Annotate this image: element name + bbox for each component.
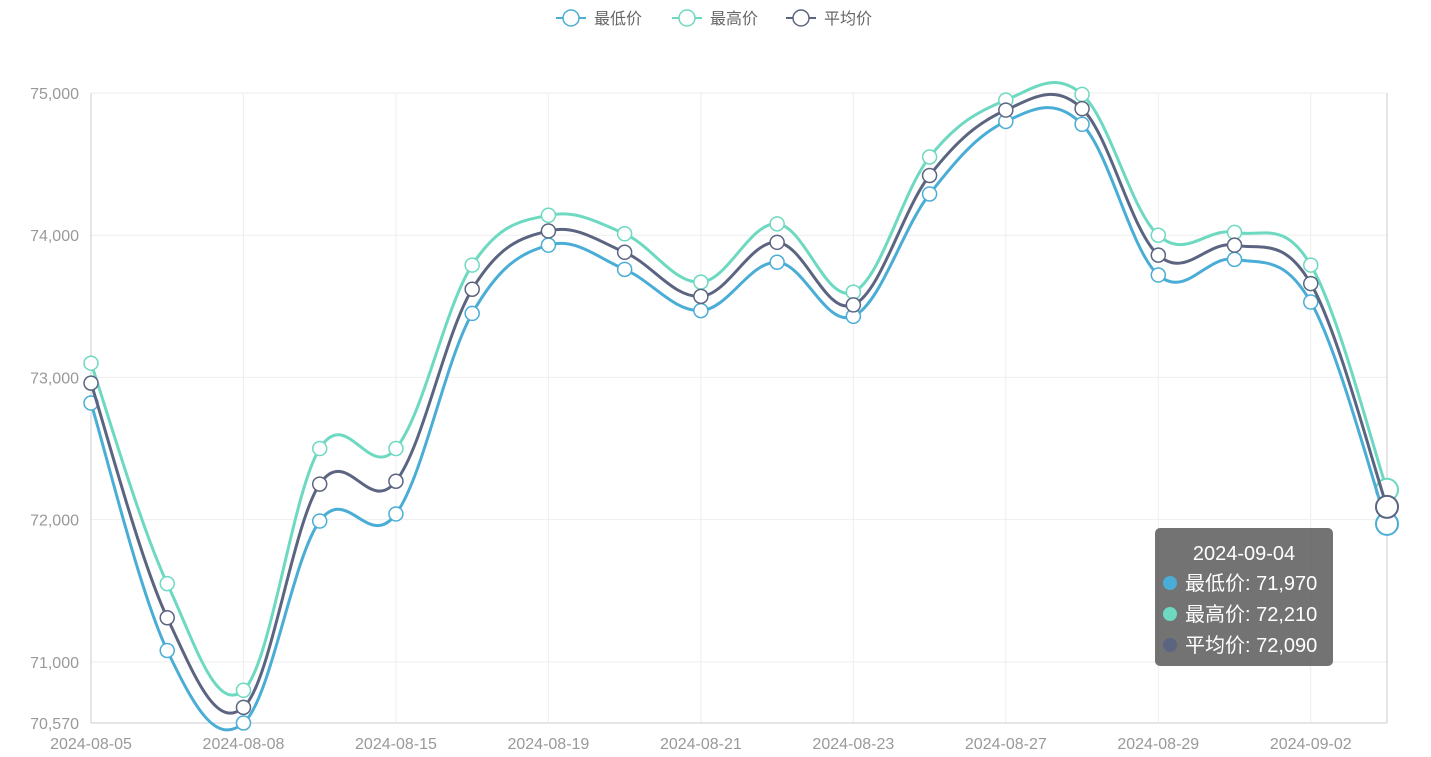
data-point bbox=[388, 440, 404, 457]
y-tick-label: 70,570 bbox=[30, 716, 79, 733]
data-point bbox=[693, 288, 709, 305]
data-point bbox=[998, 102, 1014, 118]
x-tick-label: 2024-08-23 bbox=[812, 736, 894, 753]
data-point bbox=[845, 297, 862, 313]
x-tick-label: 2024-08-05 bbox=[50, 736, 132, 753]
series-line bbox=[89, 106, 1389, 732]
legend-label: 最高价 bbox=[710, 10, 758, 28]
legend-marker bbox=[562, 9, 580, 27]
data-point bbox=[1150, 247, 1167, 263]
data-point bbox=[1150, 227, 1167, 243]
data-point bbox=[1303, 275, 1319, 292]
x-tick-label: 2024-08-21 bbox=[660, 736, 742, 753]
data-point bbox=[616, 261, 633, 278]
data-point bbox=[616, 244, 633, 261]
data-point bbox=[388, 473, 404, 489]
data-point bbox=[464, 281, 480, 298]
data-point bbox=[1074, 100, 1090, 117]
legend: 最低价 最高价 平均价 bbox=[556, 9, 872, 28]
legend-item: 平均价 bbox=[786, 9, 872, 28]
series-3 bbox=[83, 92, 1399, 716]
data-point bbox=[1375, 494, 1399, 519]
data-point bbox=[235, 715, 252, 731]
data-point bbox=[1074, 86, 1090, 103]
data-point bbox=[1226, 237, 1243, 253]
data-point bbox=[159, 575, 175, 592]
data-point bbox=[1150, 267, 1167, 283]
data-point bbox=[1226, 224, 1243, 241]
series-1 bbox=[83, 106, 1399, 732]
data-point bbox=[921, 167, 938, 184]
tooltip-swatch bbox=[1163, 576, 1177, 590]
legend-marker bbox=[678, 9, 696, 27]
y-tick-label: 75,000 bbox=[30, 86, 79, 103]
tooltip-row: 平均价: 72,090 bbox=[1185, 634, 1317, 657]
data-point bbox=[311, 476, 328, 492]
tooltip-swatch bbox=[1163, 607, 1177, 621]
x-tick-label: 2024-08-27 bbox=[965, 736, 1047, 753]
data-point bbox=[388, 506, 404, 522]
legend-label: 平均价 bbox=[824, 10, 872, 28]
y-tick-label: 72,000 bbox=[30, 513, 79, 530]
data-point bbox=[540, 223, 557, 239]
data-point bbox=[1074, 116, 1090, 133]
legend-item: 最高价 bbox=[672, 9, 758, 28]
tooltip-row: 最高价: 72,210 bbox=[1185, 603, 1317, 626]
series-2 bbox=[83, 81, 1399, 699]
tooltip: 2024-09-04 最低价: 71,970 最高价: 72,210 平均价: 72,… bbox=[1155, 528, 1333, 666]
series bbox=[83, 81, 1399, 732]
data-point bbox=[769, 216, 785, 232]
data-point bbox=[769, 234, 785, 251]
tooltip-box bbox=[1155, 528, 1333, 666]
data-point bbox=[845, 284, 862, 300]
data-point bbox=[769, 254, 785, 270]
data-point bbox=[464, 257, 480, 273]
data-point bbox=[235, 699, 252, 716]
y-tick-label: 74,000 bbox=[30, 228, 79, 245]
data-point bbox=[693, 302, 709, 319]
data-point bbox=[159, 642, 175, 659]
legend-marker bbox=[792, 9, 810, 27]
data-point bbox=[1303, 257, 1319, 273]
data-point bbox=[83, 375, 99, 391]
x-tick-label: 2024-08-29 bbox=[1117, 736, 1199, 753]
data-point bbox=[159, 610, 175, 626]
x-tick-label: 2024-08-19 bbox=[507, 736, 589, 753]
data-point bbox=[540, 207, 557, 224]
data-point bbox=[1226, 251, 1243, 268]
x-tick-label: 2024-09-02 bbox=[1270, 736, 1352, 753]
data-point bbox=[83, 355, 99, 371]
data-point bbox=[921, 149, 938, 165]
legend-label: 最低价 bbox=[594, 10, 642, 28]
data-point bbox=[1303, 294, 1319, 310]
tooltip-swatch bbox=[1163, 638, 1177, 652]
data-point bbox=[693, 274, 709, 290]
tooltip-row: 最低价: 71,970 bbox=[1185, 572, 1317, 595]
data-point bbox=[235, 682, 252, 699]
data-point bbox=[921, 186, 938, 202]
y-tick-label: 73,000 bbox=[30, 370, 79, 387]
data-point bbox=[464, 305, 480, 322]
tooltip-title: 2024-09-04 bbox=[1193, 543, 1295, 565]
data-point bbox=[540, 237, 557, 253]
legend-item: 最低价 bbox=[556, 9, 642, 28]
x-tick-label: 2024-08-15 bbox=[355, 736, 437, 753]
data-point bbox=[616, 226, 633, 242]
data-point bbox=[311, 440, 328, 457]
series-line bbox=[89, 92, 1389, 715]
x-tick-label: 2024-08-08 bbox=[203, 736, 285, 753]
data-point bbox=[311, 513, 328, 529]
y-tick-label: 71,000 bbox=[30, 655, 79, 672]
